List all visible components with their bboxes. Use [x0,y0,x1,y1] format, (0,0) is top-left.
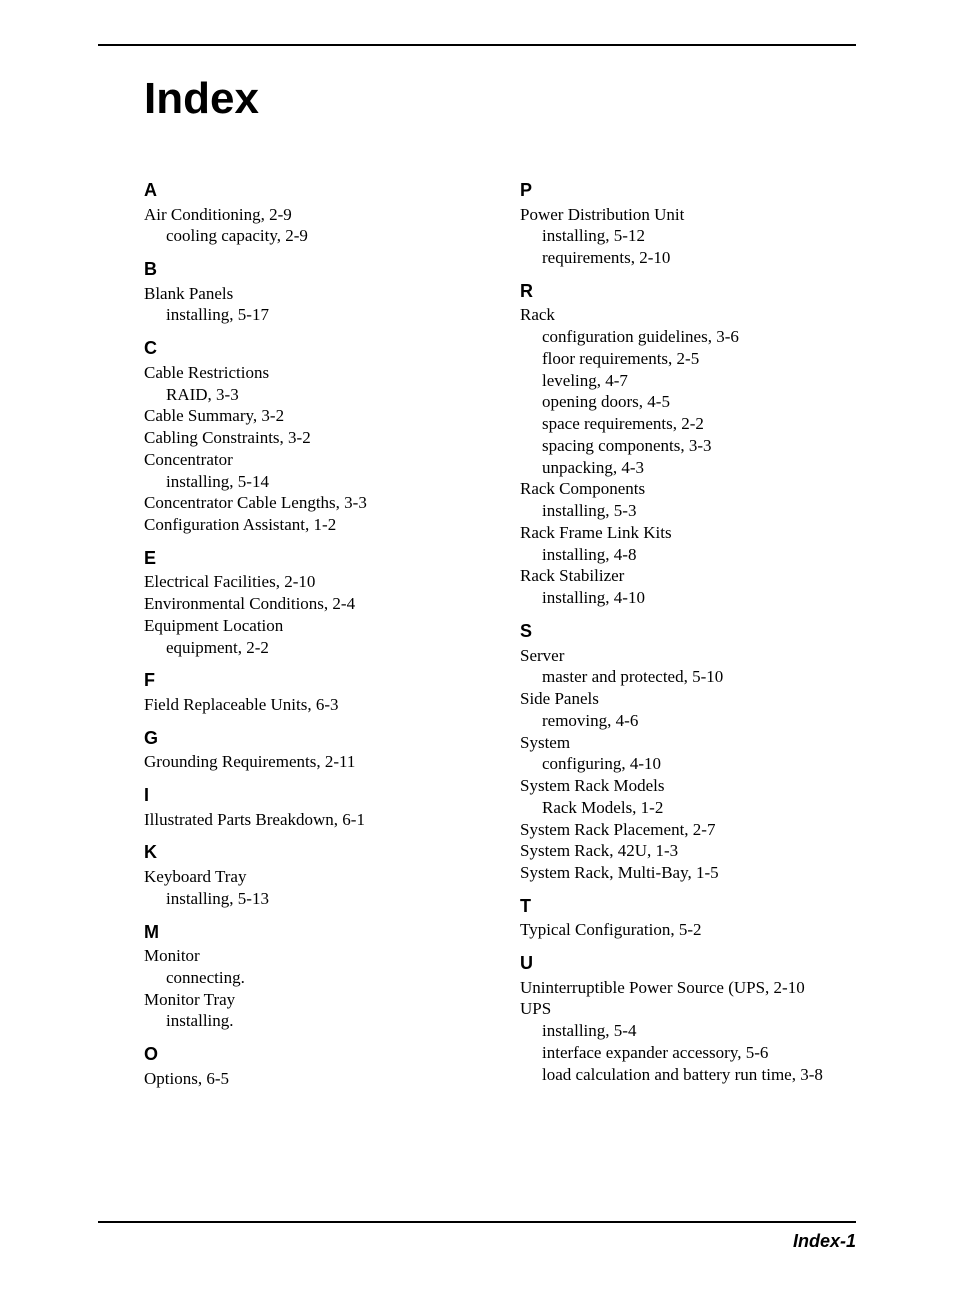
index-entry: Rack Components [520,478,856,500]
index-subentry: RAID, 3-3 [144,384,480,406]
index-letter: I [144,785,480,807]
index-subentry: Rack Models, 1-2 [520,797,856,819]
index-section: PPower Distribution Unitinstalling, 5-12… [520,180,856,269]
index-subentry: leveling, 4-7 [520,370,856,392]
bottom-rule [98,1221,856,1223]
index-entry: Monitor [144,945,480,967]
index-subentry: connecting. [144,967,480,989]
index-subentry: installing, 4-8 [520,544,856,566]
page-title: Index [144,74,856,124]
index-subentry: configuration guidelines, 3-6 [520,326,856,348]
index-subentry: spacing components, 3-3 [520,435,856,457]
index-entry: Illustrated Parts Breakdown, 6-1 [144,809,480,831]
index-subentry: unpacking, 4-3 [520,457,856,479]
index-letter: P [520,180,856,202]
index-entry: System Rack, Multi-Bay, 1-5 [520,862,856,884]
index-section: FField Replaceable Units, 6-3 [144,670,480,715]
index-section: BBlank Panelsinstalling, 5-17 [144,259,480,326]
index-subentry: opening doors, 4-5 [520,391,856,413]
index-entry: Rack [520,304,856,326]
index-subentry: installing, 5-3 [520,500,856,522]
index-subentry: installing. [144,1010,480,1032]
index-subentry: space requirements, 2-2 [520,413,856,435]
index-entry: Cabling Constraints, 3-2 [144,427,480,449]
index-letter: S [520,621,856,643]
index-entry: Power Distribution Unit [520,204,856,226]
index-section: IIllustrated Parts Breakdown, 6-1 [144,785,480,830]
index-entry: Environmental Conditions, 2-4 [144,593,480,615]
index-subentry: requirements, 2-10 [520,247,856,269]
index-entry: Electrical Facilities, 2-10 [144,571,480,593]
index-subentry: master and protected, 5-10 [520,666,856,688]
index-letter: U [520,953,856,975]
index-entry: System Rack Placement, 2-7 [520,819,856,841]
index-entry: Server [520,645,856,667]
index-entry: UPS [520,998,856,1020]
index-letter: M [144,922,480,944]
index-section: TTypical Configuration, 5-2 [520,896,856,941]
index-entry: Cable Summary, 3-2 [144,405,480,427]
index-subentry: removing, 4-6 [520,710,856,732]
index-entry: Equipment Location [144,615,480,637]
index-entry: System Rack, 42U, 1-3 [520,840,856,862]
index-section: KKeyboard Trayinstalling, 5-13 [144,842,480,909]
index-entry: Monitor Tray [144,989,480,1011]
index-entry: Uninterruptible Power Source (UPS, 2-10 [520,977,856,999]
index-letter: R [520,281,856,303]
index-section: GGrounding Requirements, 2-11 [144,728,480,773]
index-subentry: configuring, 4-10 [520,753,856,775]
index-entry: Grounding Requirements, 2-11 [144,751,480,773]
index-entry: Rack Frame Link Kits [520,522,856,544]
index-section: MMonitorconnecting.Monitor Trayinstallin… [144,922,480,1033]
index-entry: Air Conditioning, 2-9 [144,204,480,226]
index-subentry: installing, 5-4 [520,1020,856,1042]
index-subentry: floor requirements, 2-5 [520,348,856,370]
index-entry: System Rack Models [520,775,856,797]
index-subentry: installing, 4-10 [520,587,856,609]
index-subentry: installing, 5-14 [144,471,480,493]
index-section: AAir Conditioning, 2-9cooling capacity, … [144,180,480,247]
index-section: OOptions, 6-5 [144,1044,480,1089]
index-subentry: installing, 5-13 [144,888,480,910]
index-subentry: interface expander accessory, 5-6 [520,1042,856,1064]
index-letter: K [144,842,480,864]
index-subentry: installing, 5-17 [144,304,480,326]
index-letter: B [144,259,480,281]
index-letter: T [520,896,856,918]
index-columns: AAir Conditioning, 2-9cooling capacity, … [144,180,856,1101]
index-entry: Rack Stabilizer [520,565,856,587]
index-letter: E [144,548,480,570]
index-entry: Concentrator Cable Lengths, 3-3 [144,492,480,514]
index-letter: A [144,180,480,202]
index-entry: Typical Configuration, 5-2 [520,919,856,941]
index-subentry: equipment, 2-2 [144,637,480,659]
index-column-left: AAir Conditioning, 2-9cooling capacity, … [144,180,480,1101]
top-rule [98,44,856,46]
index-entry: Options, 6-5 [144,1068,480,1090]
index-subentry: installing, 5-12 [520,225,856,247]
index-entry: Blank Panels [144,283,480,305]
index-entry: Cable Restrictions [144,362,480,384]
index-entry: Configuration Assistant, 1-2 [144,514,480,536]
index-entry: Side Panels [520,688,856,710]
index-letter: F [144,670,480,692]
index-letter: C [144,338,480,360]
index-section: CCable RestrictionsRAID, 3-3Cable Summar… [144,338,480,536]
index-section: RRackconfiguration guidelines, 3-6floor … [520,281,856,609]
index-entry: System [520,732,856,754]
index-letter: G [144,728,480,750]
index-section: EElectrical Facilities, 2-10Environmenta… [144,548,480,659]
index-section: UUninterruptible Power Source (UPS, 2-10… [520,953,856,1085]
index-subentry: load calculation and battery run time, 3… [520,1064,856,1086]
index-section: SServermaster and protected, 5-10Side Pa… [520,621,856,884]
index-subentry: cooling capacity, 2-9 [144,225,480,247]
index-entry: Keyboard Tray [144,866,480,888]
footer: Index-1 [98,1221,856,1252]
index-column-right: PPower Distribution Unitinstalling, 5-12… [520,180,856,1101]
index-entry: Field Replaceable Units, 6-3 [144,694,480,716]
index-entry: Concentrator [144,449,480,471]
index-letter: O [144,1044,480,1066]
